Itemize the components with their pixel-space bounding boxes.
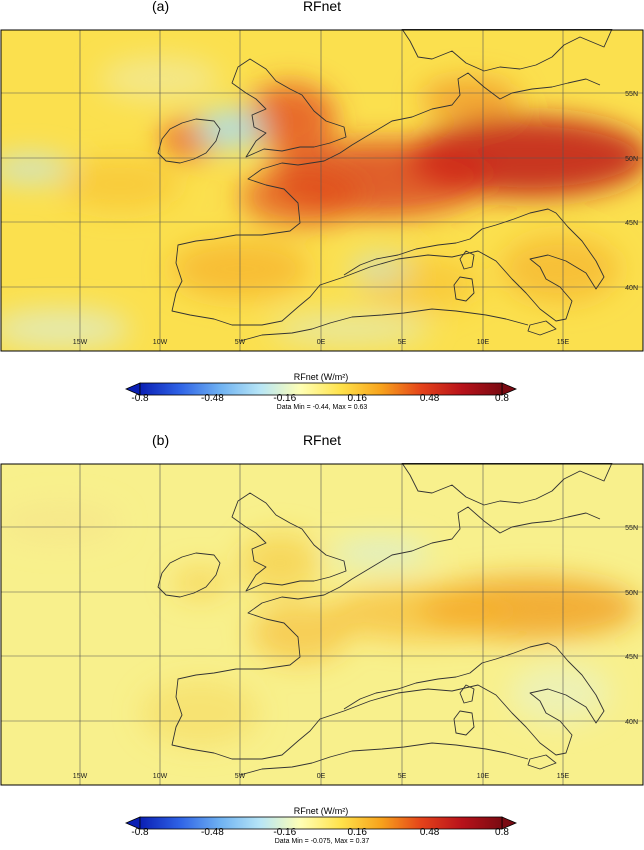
coastline-britain bbox=[231, 492, 347, 592]
lon-label: 10E bbox=[477, 773, 490, 780]
lon-label: 5W bbox=[235, 339, 246, 346]
data-range-text: Data Min = -0.44, Max = 0.63 bbox=[276, 404, 368, 411]
colorbar-tick-label: -0.8 bbox=[131, 393, 149, 404]
lat-label: 50N bbox=[625, 156, 638, 163]
field-patch bbox=[270, 313, 430, 345]
lon-label: 10W bbox=[153, 339, 168, 346]
lat-label: 55N bbox=[625, 91, 638, 98]
lon-label: 0E bbox=[317, 773, 326, 780]
coastline-britain bbox=[231, 58, 347, 158]
field-patch bbox=[196, 109, 264, 149]
map-frame bbox=[0, 463, 644, 786]
lon-label: 5E bbox=[398, 339, 407, 346]
lon-label: 15W bbox=[73, 773, 88, 780]
field-patch bbox=[500, 235, 620, 303]
coastline-corsica bbox=[459, 684, 475, 704]
lat-label: 45N bbox=[625, 220, 638, 227]
field-patch bbox=[330, 539, 430, 567]
coastline-sardinia bbox=[453, 276, 475, 302]
lat-label: 55N bbox=[625, 525, 638, 532]
colorbar-tick-label: -0.48 bbox=[201, 827, 224, 838]
panel-label: (b) bbox=[152, 432, 170, 448]
coastline-continent bbox=[171, 29, 613, 326]
graticule bbox=[1, 30, 643, 351]
colorbar-tick-label: 0.48 bbox=[420, 393, 440, 404]
field-patch bbox=[140, 679, 260, 747]
field-patch bbox=[1, 309, 130, 349]
coastlines bbox=[157, 29, 613, 342]
colorbar-tick-label: 0.16 bbox=[347, 393, 367, 404]
panel-title: RFnet bbox=[302, 432, 342, 448]
colorbar-tick-label: -0.16 bbox=[273, 827, 296, 838]
field-patch bbox=[420, 79, 520, 119]
lon-label: 15W bbox=[73, 339, 88, 346]
field-patch bbox=[240, 167, 360, 227]
field-patch bbox=[1, 155, 70, 183]
coastline-africa bbox=[239, 742, 529, 776]
lon-label: 5E bbox=[398, 773, 407, 780]
lat-label: 40N bbox=[625, 719, 638, 726]
panel-label: (a) bbox=[152, 0, 170, 14]
map-plot: 15W 10W 5W 0E 5E 10E 15E 55N 50N 45N 40N bbox=[0, 463, 644, 786]
lon-label: 15E bbox=[557, 773, 570, 780]
field-patch bbox=[172, 567, 228, 599]
coastline-sicily bbox=[527, 754, 557, 770]
coastline-sicily bbox=[527, 320, 557, 336]
coastline-sardinia bbox=[453, 710, 475, 736]
field-patch bbox=[240, 533, 320, 593]
rf-field bbox=[1, 30, 643, 351]
rf-field bbox=[1, 464, 643, 785]
field-patch bbox=[1, 503, 120, 543]
field-patch bbox=[330, 585, 510, 641]
colorbar-tick-label: 0.48 bbox=[420, 827, 440, 838]
lon-label: 5W bbox=[235, 773, 246, 780]
graticule bbox=[1, 464, 643, 785]
colorbar-tick-label: -0.8 bbox=[131, 827, 149, 838]
colorbar-bar bbox=[139, 816, 503, 830]
lat-label: 40N bbox=[625, 285, 638, 292]
coastline-corsica bbox=[459, 250, 475, 270]
lat-label: 50N bbox=[625, 590, 638, 597]
lon-label: 10W bbox=[153, 773, 168, 780]
coastline-ireland bbox=[157, 552, 221, 598]
colorbar-tick-label: 0.16 bbox=[347, 827, 367, 838]
colorbar-tick-label: -0.48 bbox=[201, 393, 224, 404]
panel-title: RFnet bbox=[302, 0, 342, 14]
colorbar-tick-label: 0.8 bbox=[495, 393, 509, 404]
map-frame bbox=[0, 29, 644, 352]
colorbar: RFnet (W/m²) -0.8 -0.48 -0.16 0.16 0.48 0.8 bbox=[124, 806, 518, 838]
panel-b: (b) RFnet 15W 10W 5W 0E 5E 10E 15E 55N 50N 45N 40N… bbox=[0, 432, 644, 850]
coastline-continent bbox=[171, 463, 613, 760]
colorbar: RFnet (W/m²) -0.8 -0.48 -0.16 0.16 0.48 0.8 bbox=[124, 372, 518, 404]
panel-a: (a) RFnet 15W 10W 5W 0E 5E 10E 15E 55N 50N 45N 40N… bbox=[0, 0, 644, 420]
colorbar-tick-label: 0.8 bbox=[495, 827, 509, 838]
coastline-africa bbox=[239, 308, 529, 342]
field-patch bbox=[60, 158, 180, 210]
lon-label: 15E bbox=[557, 339, 570, 346]
field-patch bbox=[250, 603, 350, 663]
map-plot: 15W 10W 5W 0E 5E 10E 15E 55N 50N 45N 40N bbox=[0, 29, 644, 352]
lon-label: 0E bbox=[317, 339, 326, 346]
coastlines bbox=[157, 463, 613, 776]
coastline-ireland bbox=[157, 118, 221, 164]
colorbar-bar bbox=[139, 382, 503, 396]
field-patch bbox=[350, 255, 410, 283]
field-patch bbox=[244, 83, 336, 155]
colorbar-label: RFnet (W/m²) bbox=[294, 372, 349, 382]
data-range-text: Data Min = -0.075, Max = 0.37 bbox=[274, 838, 370, 845]
colorbar-label: RFnet (W/m²) bbox=[294, 806, 349, 816]
lon-label: 10E bbox=[477, 339, 490, 346]
colorbar-tick-label: -0.16 bbox=[273, 393, 296, 404]
lat-label: 45N bbox=[625, 654, 638, 661]
